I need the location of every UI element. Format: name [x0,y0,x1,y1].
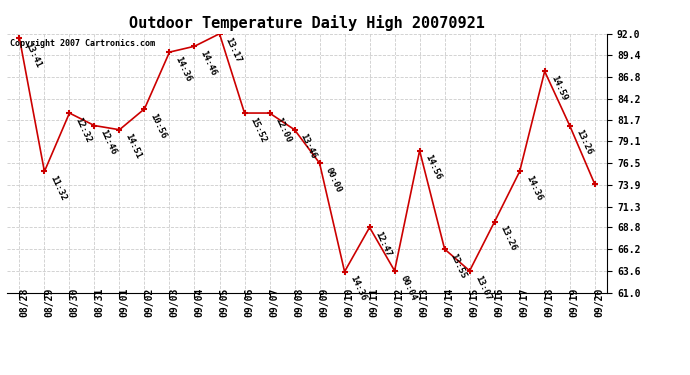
Text: 14:46: 14:46 [199,49,218,77]
Text: 14:36: 14:36 [524,174,543,202]
Text: 14:36: 14:36 [348,274,368,303]
Text: 00:04: 00:04 [399,274,418,302]
Text: 13:17: 13:17 [224,36,243,65]
Text: 13:26: 13:26 [499,224,518,252]
Text: 15:52: 15:52 [248,116,268,144]
Text: 13:26: 13:26 [574,128,593,156]
Text: 12:00: 12:00 [274,116,293,144]
Text: 10:56: 10:56 [148,112,168,140]
Text: 14:59: 14:59 [549,74,569,102]
Text: 13:46: 13:46 [299,132,318,160]
Title: Outdoor Temperature Daily High 20070921: Outdoor Temperature Daily High 20070921 [129,15,485,31]
Text: 12:47: 12:47 [374,230,393,258]
Text: 14:51: 14:51 [124,132,143,160]
Text: 13:41: 13:41 [23,41,43,69]
Text: 12:46: 12:46 [99,128,118,156]
Text: 14:56: 14:56 [424,153,443,182]
Text: Copyright 2007 Cartronics.com: Copyright 2007 Cartronics.com [10,39,155,48]
Text: 12:32: 12:32 [74,116,93,144]
Text: 14:36: 14:36 [174,55,193,83]
Text: 13:55: 13:55 [448,252,469,280]
Text: 11:32: 11:32 [48,174,68,202]
Text: 00:00: 00:00 [324,166,343,194]
Text: 13:07: 13:07 [474,274,493,302]
